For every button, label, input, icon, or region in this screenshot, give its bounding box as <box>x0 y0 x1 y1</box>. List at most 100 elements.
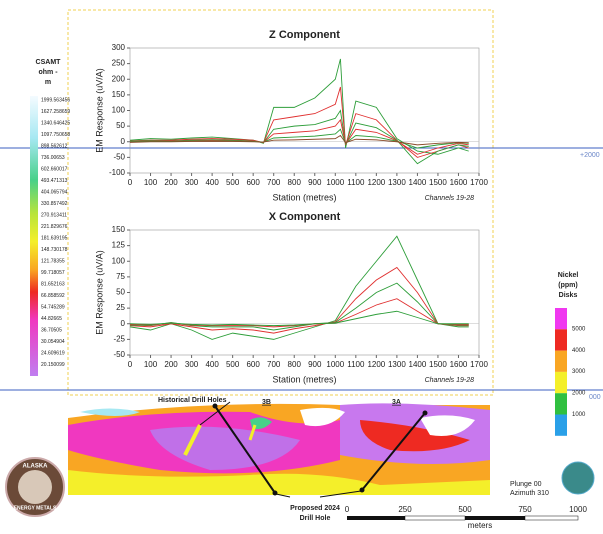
plunge: Plunge 00 <box>510 481 542 488</box>
x-tick-label: 700 <box>267 178 281 187</box>
nickel-swatch <box>555 308 567 330</box>
elevation-label: 000 <box>589 394 601 401</box>
x-tick-label: 800 <box>288 178 302 187</box>
csamt-label: 493.471313 <box>41 178 68 184</box>
csamt-label: 221.829676 <box>41 224 68 230</box>
series-line <box>129 134 469 146</box>
csamt-label: 1097.750658 <box>41 132 70 138</box>
x-axis-label: Station (metres) <box>272 192 336 202</box>
x-tick-label: 500 <box>226 178 240 187</box>
x-tick-label: 300 <box>185 178 199 187</box>
csamt-label: 20.150099 <box>41 362 65 368</box>
nickel-title: (ppm) <box>558 282 577 289</box>
series-line <box>129 310 469 327</box>
x-tick-label: 1100 <box>347 178 365 187</box>
y-tick-label: 250 <box>112 59 126 68</box>
csamt-label: 1340.646425 <box>41 120 70 126</box>
x-tick-label: 1700 <box>470 360 488 369</box>
csamt-title: CSAMT <box>36 59 62 66</box>
csamt-label: 121.78355 <box>41 258 65 264</box>
annotation: Channels 19-28 <box>425 195 475 202</box>
y-tick-label: 125 <box>112 241 126 250</box>
logo-text: ALASKA <box>23 464 49 470</box>
x-tick-label: 1000 <box>326 360 344 369</box>
annotation: Drill Hole <box>300 515 331 522</box>
x-tick-label: 1600 <box>450 360 468 369</box>
x-tick-label: 100 <box>144 178 158 187</box>
csamt-label: 602.660017 <box>41 166 68 172</box>
y-tick-label: 50 <box>116 121 125 130</box>
globe <box>561 461 595 495</box>
x-tick-label: 200 <box>164 360 178 369</box>
y-tick-label: -50 <box>113 152 125 161</box>
series-line <box>129 266 469 334</box>
x-tick-label: 0 <box>128 360 133 369</box>
section <box>68 401 490 498</box>
logo-text: ENERGY METALS <box>14 505 57 511</box>
x-tick-label: 800 <box>288 360 302 369</box>
csamt-label: 330.857492 <box>41 201 68 207</box>
nickel-swatch <box>555 350 567 372</box>
x-tick-label: 200 <box>164 178 178 187</box>
x-tick-label: 1400 <box>409 178 427 187</box>
nickel-swatch <box>555 371 567 394</box>
scale-bar <box>347 515 579 521</box>
chart-title: X Component <box>269 211 341 223</box>
nickel-label: 5000 <box>572 327 586 333</box>
nickel-label: 3000 <box>572 369 586 375</box>
x-tick-label: 400 <box>205 360 219 369</box>
scale-label: 1000 <box>569 505 587 514</box>
x-tick-label: 1500 <box>429 178 447 187</box>
nickel-label: 2000 <box>572 390 586 396</box>
csamt-label: 181.639195 <box>41 235 68 241</box>
plot-area <box>129 229 480 356</box>
x-tick-label: 1600 <box>450 178 468 187</box>
nickel-swatch <box>555 329 567 351</box>
y-tick-label: 150 <box>112 90 126 99</box>
x-tick-label: 900 <box>308 360 322 369</box>
nickel-label: 4000 <box>572 348 586 354</box>
csamt-label: 66.858592 <box>41 293 65 299</box>
series-line <box>129 282 469 331</box>
csamt-label: 1999.563456 <box>41 97 70 103</box>
nickel-title: Disks <box>559 292 578 299</box>
y-tick-label: -25 <box>113 334 125 343</box>
y-tick-label: 0 <box>121 319 126 328</box>
y-tick-label: 0 <box>121 137 126 146</box>
frame <box>67 9 494 396</box>
y-axis-label: EM Response (uV/A) <box>94 68 104 153</box>
annotation: 3A <box>392 399 401 406</box>
csamt-label: 24.609619 <box>41 350 65 356</box>
x-tick-label: 1300 <box>388 178 406 187</box>
y-axis-label: EM Response (uV/A) <box>94 250 104 335</box>
x-tick-label: 1200 <box>367 360 385 369</box>
y-tick-label: 50 <box>116 288 125 297</box>
x-tick-label: 500 <box>226 360 240 369</box>
logo <box>18 470 52 504</box>
scale-label: 750 <box>518 505 532 514</box>
y-tick-label: -50 <box>113 350 125 359</box>
y-tick-label: 75 <box>116 272 125 281</box>
x-tick-label: 400 <box>205 178 219 187</box>
x-tick-label: 1100 <box>347 360 365 369</box>
csamt-label: 270.913411 <box>41 212 67 218</box>
csamt-title: m <box>45 79 51 86</box>
annotation: Channels 19-28 <box>425 377 475 384</box>
azimuth: Azimuth 310 <box>510 490 549 497</box>
y-tick-label: -100 <box>109 168 126 177</box>
series-line <box>129 86 469 158</box>
x-axis-label: Station (metres) <box>272 374 336 384</box>
scale-label: 0 <box>345 505 350 514</box>
y-tick-label: 100 <box>112 106 126 115</box>
x-tick-label: 900 <box>308 178 322 187</box>
y-tick-label: 100 <box>112 256 126 265</box>
x-tick-label: 600 <box>246 178 260 187</box>
series-line <box>129 235 469 340</box>
csamt-label: 148.730178 <box>41 247 68 253</box>
annotation: 3B <box>262 399 271 406</box>
series-line <box>129 58 469 155</box>
annotation: Proposed 2024 <box>290 505 340 512</box>
scale-unit: meters <box>468 521 492 530</box>
y-tick-label: 150 <box>112 225 126 234</box>
x-tick-label: 1200 <box>367 178 385 187</box>
